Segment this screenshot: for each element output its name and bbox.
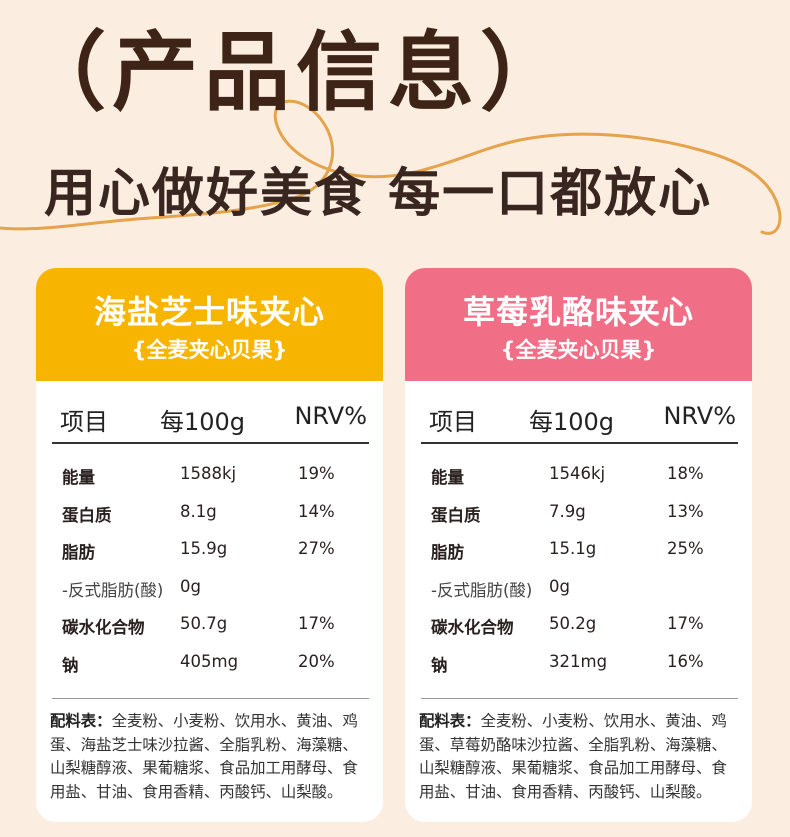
card-header: 草莓乳酪味夹心 {全麦夹心贝果} <box>405 268 752 381</box>
nutrition-card-sea-salt-cheese: 海盐芝士味夹心 {全麦夹心贝果} 项目 每100g NRV% 能量 1588kj… <box>36 268 383 822</box>
table-row: 能量 1546kj 18% <box>405 456 752 494</box>
column-header-item: 项目 <box>60 408 108 436</box>
nutrient-name: 钠 <box>62 655 79 675</box>
page-slogan: 用心做好美食 每一口都放心 <box>44 164 713 224</box>
nutrient-name: 脂肪 <box>62 543 95 563</box>
nutrient-name: 碳水化合物 <box>62 618 145 638</box>
nutrient-value: 1588kj <box>180 464 237 483</box>
nutrient-value: 15.1g <box>549 539 597 559</box>
divider <box>421 698 738 699</box>
table-row: 碳水化合物 50.7g 17% <box>36 606 383 644</box>
nutrient-value: 321mg <box>549 651 608 671</box>
card-subtitle: {全麦夹心贝果} <box>131 338 288 362</box>
nutrient-value: 50.2g <box>549 614 597 634</box>
nutrient-nrv: 13% <box>667 501 704 521</box>
column-header-item: 项目 <box>429 408 477 436</box>
column-header-per100g: 每100g <box>160 408 246 436</box>
table-row: 脂肪 15.1g 25% <box>405 531 752 569</box>
nutrition-table: 能量 1588kj 19% 蛋白质 8.1g 14% 脂肪 15.9g 27% … <box>36 456 383 682</box>
ingredients-text: 配料表：全麦粉、小麦粉、饮用水、黄油、鸡蛋、草莓奶酪味沙拉酱、全脂乳粉、海藻糖、… <box>419 710 740 804</box>
nutrient-value: 15.9g <box>180 539 228 559</box>
nutrition-card-strawberry-cheese: 草莓乳酪味夹心 {全麦夹心贝果} 项目 每100g NRV% 能量 1546kj… <box>405 268 752 822</box>
nutrient-nrv: 20% <box>298 651 335 671</box>
nutrient-name: 能量 <box>431 468 464 487</box>
column-header-nrv: NRV% <box>294 402 367 430</box>
nutrient-value: 7.9g <box>549 501 586 521</box>
nutrient-value: 1546kj <box>549 464 606 483</box>
table-row: -反式脂肪(酸) 0g <box>405 569 752 607</box>
card-title: 草莓乳酪味夹心 <box>462 293 694 331</box>
column-header-per100g: 每100g <box>529 408 615 436</box>
nutrient-name: 能量 <box>62 468 95 487</box>
nutrient-name: 蛋白质 <box>62 505 112 525</box>
table-row: 钠 321mg 16% <box>405 644 752 682</box>
divider <box>52 698 369 699</box>
nutrient-value: 8.1g <box>180 501 217 521</box>
ingredients-text: 配料表：全麦粉、小麦粉、饮用水、黄油、鸡蛋、海盐芝士味沙拉酱、全脂乳粉、海藻糖、… <box>50 710 371 804</box>
table-row: -反式脂肪(酸) 0g <box>36 569 383 607</box>
table-row: 碳水化合物 50.2g 17% <box>405 606 752 644</box>
table-row: 能量 1588kj 19% <box>36 456 383 494</box>
nutrient-nrv: 19% <box>298 464 335 483</box>
nutrient-nrv: 17% <box>298 614 335 634</box>
nutrient-nrv: 14% <box>298 501 335 521</box>
page-title: （产品信息） <box>20 23 572 123</box>
nutrient-value: 405mg <box>180 651 239 671</box>
nutrient-nrv: 18% <box>667 464 704 483</box>
nutrient-name: 蛋白质 <box>431 505 481 525</box>
nutrient-name: 钠 <box>431 655 448 675</box>
nutrient-name: -反式脂肪(酸) <box>62 580 164 600</box>
nutrient-nrv: 17% <box>667 614 704 634</box>
card-subtitle: {全麦夹心贝果} <box>500 338 657 362</box>
ingredients-label: 配料表： <box>50 712 112 730</box>
nutrient-value: 0g <box>549 576 570 596</box>
nutrient-value: 50.7g <box>180 614 228 634</box>
table-header: 项目 每100g NRV% <box>52 396 369 444</box>
table-row: 钠 405mg 20% <box>36 644 383 682</box>
column-header-nrv: NRV% <box>663 402 736 430</box>
table-header: 项目 每100g NRV% <box>421 396 738 444</box>
table-row: 蛋白质 8.1g 14% <box>36 494 383 532</box>
ingredients-list: 全麦粉、小麦粉、饮用水、黄油、鸡蛋、草莓奶酪味沙拉酱、全脂乳粉、海藻糖、山梨糖醇… <box>419 712 727 801</box>
ingredients-list: 全麦粉、小麦粉、饮用水、黄油、鸡蛋、海盐芝士味沙拉酱、全脂乳粉、海藻糖、山梨糖醇… <box>50 712 358 801</box>
ingredients-label: 配料表： <box>419 712 481 730</box>
nutrient-nrv: 25% <box>667 539 704 559</box>
nutrient-name: 脂肪 <box>431 543 464 563</box>
nutrient-name: -反式脂肪(酸) <box>431 580 533 600</box>
nutrient-nrv: 16% <box>667 651 704 671</box>
nutrient-value: 0g <box>180 576 201 596</box>
decorative-swirl <box>0 99 782 235</box>
nutrition-table: 能量 1546kj 18% 蛋白质 7.9g 13% 脂肪 15.1g 25% … <box>405 456 752 682</box>
table-row: 脂肪 15.9g 27% <box>36 531 383 569</box>
card-title: 海盐芝士味夹心 <box>93 293 325 331</box>
nutrient-nrv: 27% <box>298 539 335 559</box>
card-header: 海盐芝士味夹心 {全麦夹心贝果} <box>36 268 383 381</box>
nutrient-name: 碳水化合物 <box>431 618 514 638</box>
table-row: 蛋白质 7.9g 13% <box>405 494 752 532</box>
